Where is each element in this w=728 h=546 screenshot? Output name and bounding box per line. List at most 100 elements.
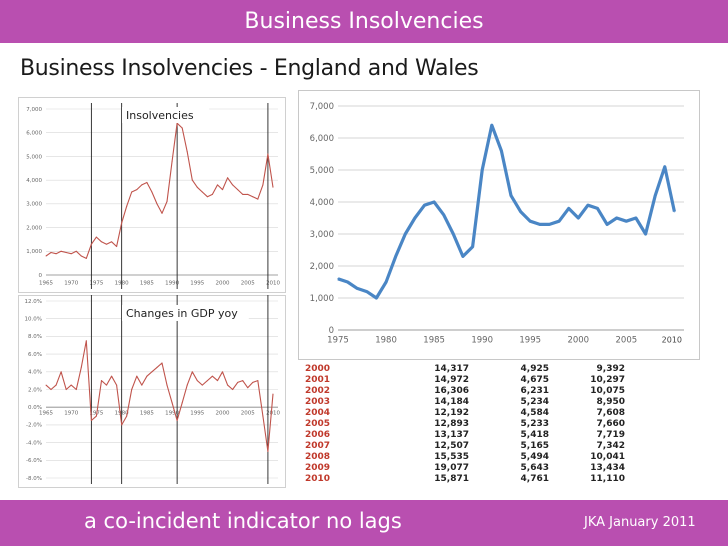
data-point (654, 194, 657, 197)
x-tick-label: 1995 (190, 281, 204, 287)
table-value-cell: 14,317 (434, 364, 469, 374)
table-value-cell: 5,233 (520, 419, 549, 429)
table-year-cell: 2003 (305, 397, 331, 407)
data-point (272, 393, 274, 395)
y-tick-label: -2.0% (26, 423, 42, 429)
table-value-cell: 10,075 (590, 386, 625, 396)
data-point (237, 381, 239, 384)
x-tick-label: 1995 (190, 411, 204, 417)
data-point (85, 257, 87, 259)
table-row: 2001 14,972 4,675 10,297 (305, 375, 625, 386)
data-point (500, 149, 503, 152)
data-point (442, 213, 445, 216)
y-tick-label: 6,000 (26, 131, 42, 137)
table-value-cell: 7,608 (596, 408, 625, 418)
data-point (267, 450, 269, 453)
chart-title: Insolvencies (126, 109, 194, 122)
y-tick-label: 0 (39, 273, 43, 279)
insolvencies-blue-chart: 0 1,000 2,000 3,000 4,000 5,000 6,000 7,000 1975… (298, 90, 700, 360)
data-point (257, 380, 259, 382)
table-value-cell: 12,192 (434, 408, 469, 418)
table-year-cell: 2009 (305, 463, 331, 473)
data-point (356, 287, 359, 290)
data-point (90, 243, 92, 245)
table-year-cell: 2010 (305, 474, 331, 484)
y-tick-label: 5,000 (310, 166, 334, 176)
table-row: 2000 14,317 4,925 9,392 (305, 364, 625, 375)
table-value-cell: 4,584 (520, 408, 549, 418)
x-tick-label: 1970 (64, 281, 78, 287)
data-point (80, 255, 82, 257)
table-row: 2010 15,871 4,761 11,110 (305, 474, 625, 485)
data-point (252, 381, 254, 384)
data-point (577, 217, 580, 219)
slide-subtitle: Business Insolvencies - England and Wale… (20, 56, 479, 81)
data-point (105, 384, 108, 386)
data-point (375, 297, 378, 299)
table-value-cell: 5,418 (520, 430, 549, 440)
table-year-cell: 2001 (305, 375, 331, 385)
y-tick-label: 7,000 (310, 102, 334, 112)
data-point (206, 380, 208, 382)
table-row: 2009 19,077 5,643 13,434 (305, 463, 625, 474)
data-point (161, 362, 163, 364)
data-point (226, 177, 229, 179)
y-tick-label: 8.0% (28, 334, 42, 340)
x-tick-label: 2005 (241, 281, 255, 287)
data-point (394, 255, 397, 258)
data-point (606, 223, 609, 226)
x-tick-label: 1990 (165, 281, 179, 287)
table-value-cell: 16,306 (434, 386, 469, 396)
series-line (45, 122, 274, 259)
table-value-cell: 4,761 (520, 474, 549, 484)
data-point (519, 210, 522, 213)
table-year-cell: 2004 (305, 408, 331, 418)
data-point (529, 220, 532, 223)
table-value-cell: 12,893 (434, 419, 469, 429)
x-tick-label: 2010 (266, 411, 280, 417)
data-point (70, 253, 72, 255)
data-point (65, 388, 67, 391)
x-tick-label: 1975 (327, 336, 349, 346)
table-row: 2004 12,192 4,584 7,608 (305, 408, 625, 419)
y-tick-label: 4.0% (28, 370, 42, 376)
data-point (548, 223, 551, 226)
data-point (221, 371, 224, 373)
table-value-cell: 19,077 (434, 463, 469, 473)
data-point (45, 255, 47, 257)
data-point (55, 253, 57, 255)
data-point (216, 380, 219, 382)
table-value-cell: 10,297 (590, 375, 625, 385)
data-table-area: 2000 14,317 4,925 9,392 2001 14,972 4,675 10,29… (305, 364, 697, 498)
x-tick-label: 1985 (140, 411, 154, 417)
data-point (262, 415, 264, 417)
table-value-cell: 13,137 (434, 430, 469, 440)
data-point (262, 184, 264, 186)
table-value-cell: 7,719 (596, 430, 625, 440)
data-point (247, 193, 249, 195)
data-point (75, 250, 77, 252)
year-annotation: 2010 (662, 336, 682, 345)
data-point (95, 415, 98, 417)
data-point (136, 189, 138, 191)
table-year-cell: 2006 (305, 430, 331, 440)
data-point (151, 191, 153, 193)
data-point (171, 160, 173, 162)
chart-frame (298, 90, 700, 360)
data-point (586, 204, 589, 207)
data-point (423, 204, 426, 207)
data-point (75, 388, 77, 391)
data-point (490, 124, 493, 127)
x-tick-label: 1970 (64, 411, 78, 417)
slide-title: Business Insolvencies (244, 9, 484, 34)
y-tick-label: 5,000 (26, 154, 42, 160)
data-point (206, 196, 208, 198)
data-point (131, 388, 133, 391)
data-point (146, 181, 148, 184)
data-point (201, 191, 203, 193)
table-value-cell: 10,041 (590, 452, 625, 462)
data-point (196, 186, 198, 188)
data-point (166, 200, 168, 203)
data-point (50, 388, 52, 391)
data-point (166, 384, 168, 386)
